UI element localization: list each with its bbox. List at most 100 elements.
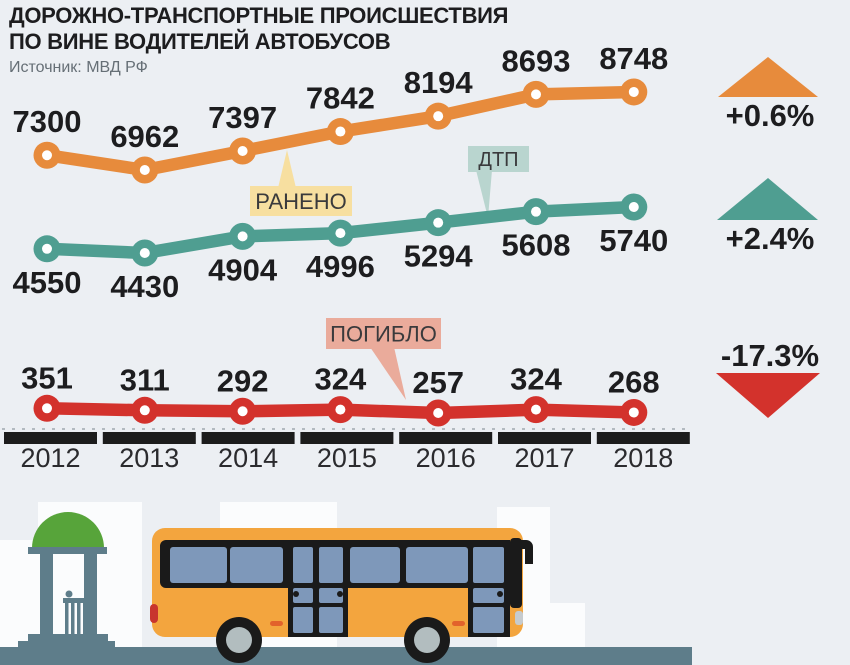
injured-point-hole [628, 86, 639, 97]
accidents-value-label: 4996 [306, 249, 375, 284]
accidents-callout-label: ДТП [478, 149, 518, 171]
accidents-point-hole [628, 202, 639, 213]
bus-tail-light [150, 604, 158, 623]
door-glass [293, 588, 313, 603]
injured-point-hole [237, 145, 248, 156]
axis-bar-2018 [596, 432, 690, 444]
year-label-2014: 2014 [218, 443, 278, 473]
bus-middle-door [288, 540, 348, 637]
source-label: Источник: МВД РФ [9, 59, 148, 76]
injured-value-label: 8194 [404, 65, 474, 100]
bus-icon [150, 528, 533, 663]
door-glass [319, 547, 343, 583]
railing-post [65, 590, 73, 598]
injured-point-hole [42, 150, 52, 161]
rotunda-dome [32, 512, 104, 548]
road [0, 647, 692, 665]
deaths-callout-pointer [370, 347, 406, 400]
accidents-point-hole [139, 248, 150, 258]
bus-front-light [515, 611, 523, 625]
injured-callout-label: РАНЕНО [255, 189, 346, 214]
injured-value-label: 7300 [13, 104, 82, 139]
accidents-callout-pointer [476, 170, 492, 218]
accidents-point-hole [237, 231, 248, 242]
door-glass [473, 607, 504, 633]
bus-window [350, 547, 400, 583]
deaths-callout [326, 318, 441, 349]
injured-point-hole [335, 126, 346, 137]
deaths-value-label: 311 [120, 362, 170, 397]
deaths-value-label: 324 [315, 362, 367, 397]
deaths-value-label: 292 [217, 363, 269, 398]
deaths-value-label: 351 [21, 360, 73, 395]
rotunda-column [84, 554, 97, 634]
deaths-value-label: 257 [412, 365, 464, 400]
door-handle [497, 591, 503, 597]
axis-bar-2014 [201, 432, 295, 444]
railing-picket [83, 603, 87, 634]
accidents-value-label: 5608 [502, 228, 571, 263]
axis-bar-2015 [300, 432, 394, 444]
deaths-point-hole [433, 408, 444, 418]
trend-up-icon [717, 178, 818, 220]
injured-callout [250, 186, 352, 216]
accidents-point-hole [531, 206, 541, 217]
injured-point-hole [531, 89, 541, 100]
injured-value-label: 7842 [306, 81, 375, 116]
injured-value-label: 6962 [110, 119, 179, 154]
page-title: ДОРОЖНО-ТРАНСПОРТНЫЕ ПРОИСШЕСТВИЯ ПО ВИН… [9, 3, 509, 54]
door-handle [337, 591, 343, 597]
axis-bar-2013 [102, 432, 196, 444]
bus-marker-light [270, 621, 283, 626]
deaths-callout-label: ПОГИБЛО [330, 321, 437, 346]
door-glass [293, 607, 313, 633]
accidents-point-hole [42, 243, 52, 254]
injured-value-label: 7397 [208, 100, 277, 135]
injured-callout-pointer [278, 150, 296, 188]
accidents-value-label: 5740 [599, 223, 668, 258]
trend-down-icon [716, 373, 820, 418]
bus-front-door [468, 540, 510, 637]
axis-bar-2012 [4, 432, 97, 444]
deaths-point-hole [335, 404, 346, 415]
year-label-2016: 2016 [416, 443, 476, 473]
rotunda-step [28, 634, 108, 641]
deaths-point-hole [628, 407, 639, 418]
axis-bar-2016 [399, 432, 493, 444]
mirror-icon [514, 540, 533, 564]
street-illustration [0, 502, 692, 665]
door-glass [319, 607, 343, 633]
accidents-value-label: 4430 [110, 269, 179, 304]
injured-point-hole [139, 165, 150, 175]
door-glass [319, 588, 343, 603]
injured-point-hole [433, 111, 444, 122]
bus-marker-light [452, 621, 465, 626]
bus-window [170, 547, 227, 583]
deaths-point-hole [139, 405, 150, 416]
railing-picket [65, 603, 69, 634]
rotunda-icon [18, 512, 115, 648]
rotunda-entablature [28, 547, 107, 554]
deaths-point-hole [237, 406, 248, 417]
railing-picket [77, 603, 81, 634]
rotunda-column [40, 554, 53, 634]
injured-value-label: 8693 [502, 43, 571, 78]
axis-bar-2017 [498, 432, 591, 444]
bus-wheel [404, 617, 450, 663]
accidents-point-hole [433, 217, 444, 228]
accidents-change-label: +2.4% [726, 221, 815, 256]
year-label-2012: 2012 [20, 443, 80, 473]
windshield-pillar [510, 538, 522, 608]
year-label-2013: 2013 [119, 443, 179, 473]
rotunda-base [18, 641, 115, 648]
door-glass [293, 547, 313, 583]
year-label-2015: 2015 [317, 443, 377, 473]
accidents-value-label: 4550 [13, 265, 82, 300]
year-label-2018: 2018 [613, 443, 673, 473]
trend-up-icon [718, 57, 818, 97]
railing-picket [71, 603, 75, 634]
deaths-value-label: 324 [510, 362, 562, 397]
door-handle [293, 591, 299, 597]
bus-window [230, 547, 283, 583]
